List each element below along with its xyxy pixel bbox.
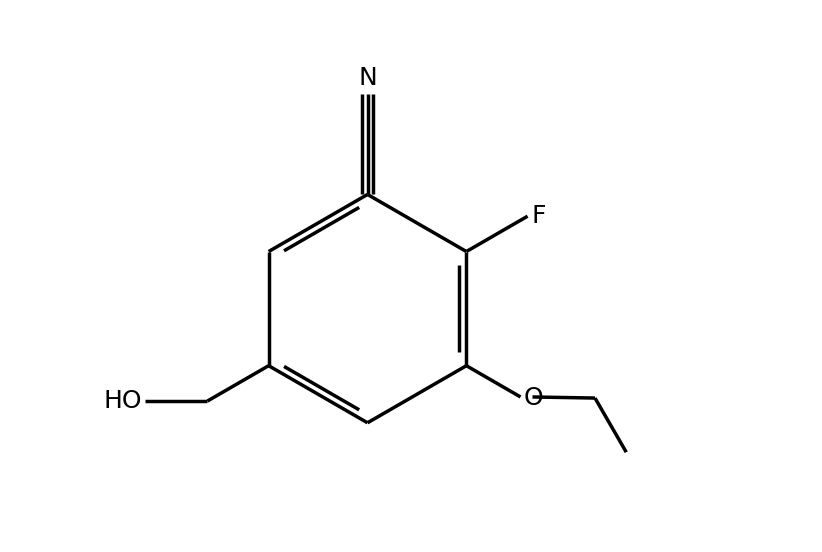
Text: O: O <box>524 386 543 410</box>
Text: HO: HO <box>104 389 142 413</box>
Text: N: N <box>358 66 376 89</box>
Text: F: F <box>532 204 547 228</box>
